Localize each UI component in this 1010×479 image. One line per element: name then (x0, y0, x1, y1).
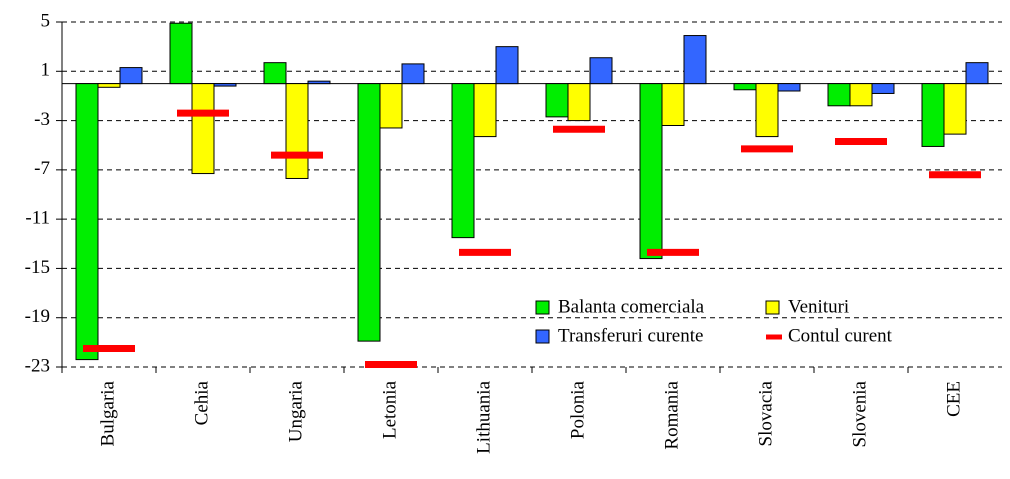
bar (849, 83, 873, 107)
x-tick-label: CEE (943, 381, 964, 417)
x-tick-label: Ungaria (285, 380, 306, 442)
y-tick-label: 5 (41, 10, 51, 31)
y-tick-label: -3 (34, 109, 50, 130)
y-tick-label: -7 (34, 158, 50, 179)
bar (733, 83, 757, 91)
bar (285, 83, 309, 179)
bar (495, 46, 519, 85)
legend-swatch (765, 300, 780, 315)
y-tick-label: 1 (41, 60, 51, 81)
bar (263, 62, 287, 85)
x-tick-label: Lithuania (473, 380, 494, 453)
bar (451, 83, 475, 239)
bar (213, 83, 237, 87)
bar (777, 83, 801, 92)
bar (97, 83, 121, 88)
bar (589, 57, 613, 85)
bar (827, 83, 851, 107)
legend-swatch (535, 300, 550, 315)
x-tick-label: Bulgaria (97, 380, 118, 446)
x-tick-label: Polonia (567, 380, 588, 439)
bar (755, 83, 779, 138)
bar (119, 67, 143, 85)
y-tick-label: -19 (25, 306, 50, 327)
bar (683, 35, 707, 85)
bar (473, 83, 497, 138)
bar (169, 22, 193, 85)
legend-swatch (535, 329, 550, 344)
x-tick-label: Slovacia (755, 380, 776, 446)
legend-label: Transferuri curente (558, 325, 703, 346)
legend-label: Venituri (788, 296, 849, 317)
bar (921, 83, 945, 147)
y-tick-label: -11 (25, 208, 50, 229)
bar (871, 83, 895, 94)
y-tick-label: -23 (25, 355, 50, 376)
legend-label: Contul curent (788, 325, 893, 346)
bar (75, 83, 99, 361)
x-tick-label: Romania (661, 380, 682, 449)
bar (639, 83, 663, 260)
legend-label: Balanta comerciala (558, 296, 705, 317)
bar (567, 83, 591, 122)
x-tick-label: Cehia (191, 380, 212, 425)
bar (965, 62, 989, 85)
x-tick-label: Slovenia (849, 380, 870, 447)
y-tick-label: -15 (25, 257, 50, 278)
bar (191, 83, 215, 175)
bar (357, 83, 381, 342)
x-tick-label: Letonia (379, 380, 400, 439)
bar (379, 83, 403, 129)
bar (943, 83, 967, 135)
bar (545, 83, 569, 118)
bar (307, 80, 331, 85)
bar (401, 63, 425, 85)
bar (661, 83, 685, 126)
